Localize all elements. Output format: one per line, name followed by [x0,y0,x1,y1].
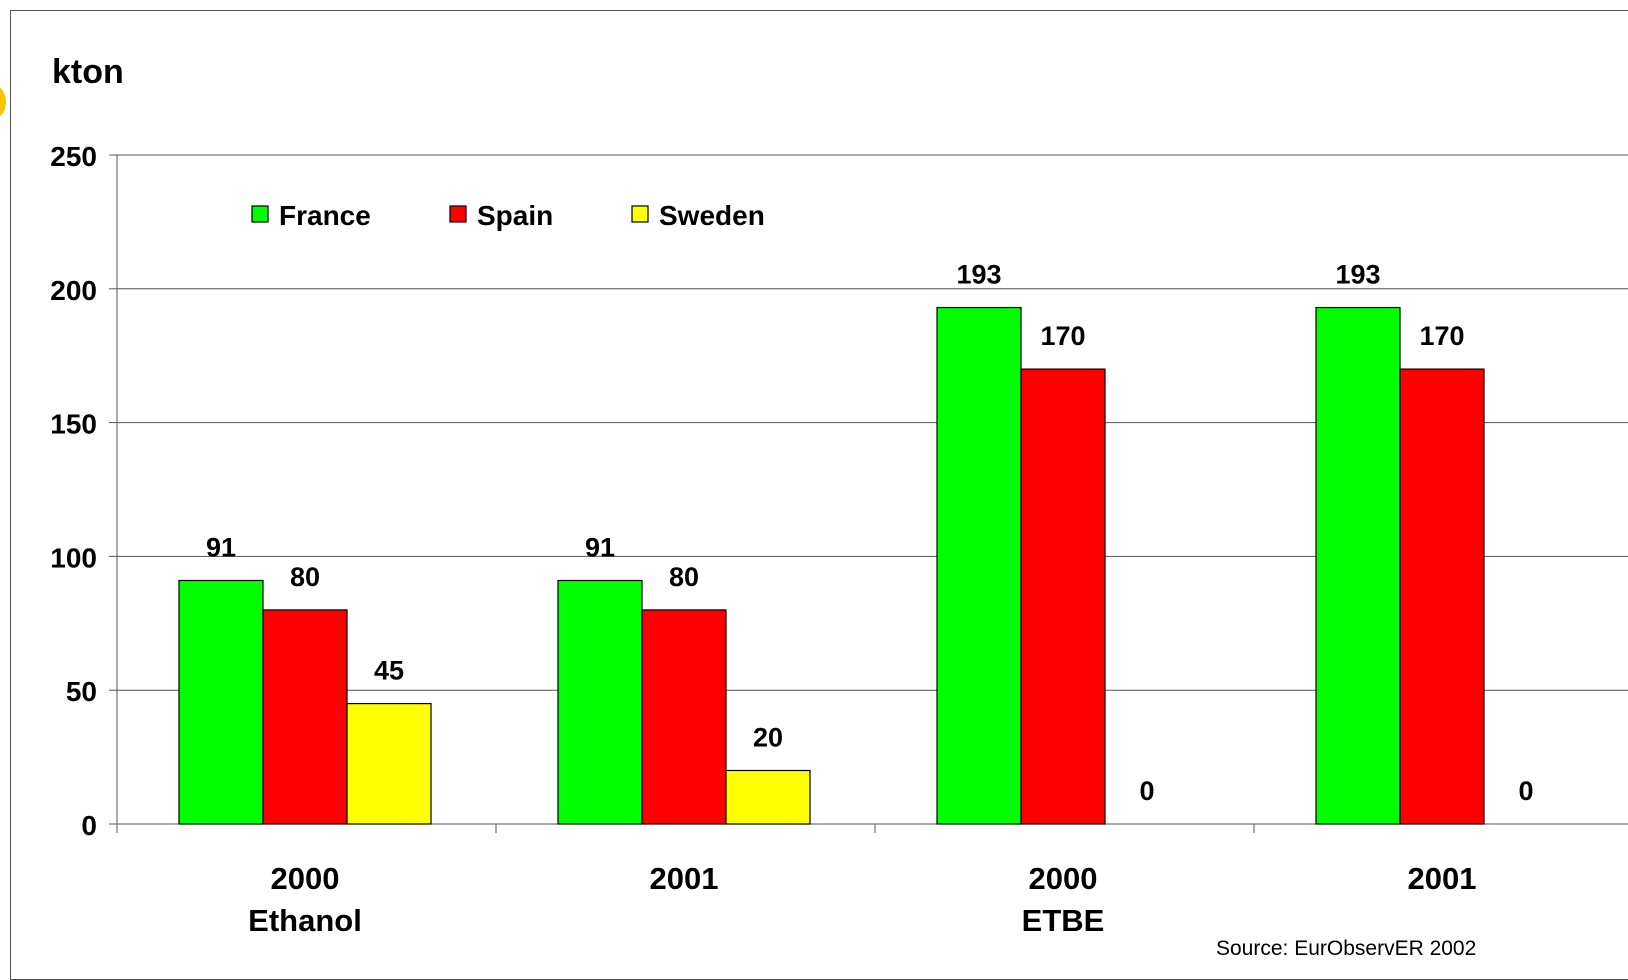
y-tick-label: 100 [50,542,97,573]
bar-france [557,579,643,825]
data-label: 80 [290,562,320,592]
y-axis-label: kton [52,53,124,91]
y-tick-label: 50 [66,676,97,707]
legend-label: Sweden [659,200,765,231]
x-tick-label-year: 2000 [1029,861,1098,896]
bar-sweden [346,702,432,825]
data-labels: 91 91 193 193 80 80 170 170 45 20 0 0 [206,260,1534,806]
data-label: 193 [956,260,1001,290]
data-label: 45 [374,656,404,686]
bar-spain [1399,368,1485,825]
legend-swatch-sweden [631,205,649,223]
x-tick-label-year: 2000 [271,861,340,896]
accent-circle-decoration [0,85,6,119]
x-tick-label-year: 2001 [650,861,719,896]
x-tick-label-product: ETBE [1022,903,1105,938]
data-label: 0 [1518,776,1533,806]
x-tick-label-year: 2001 [1408,861,1477,896]
data-label: 91 [206,532,236,562]
bar-sweden [725,769,811,825]
legend-swatch-france [251,205,269,223]
data-label: 20 [753,722,783,752]
y-tick-label: 200 [50,275,97,306]
legend: France Spain Sweden [251,200,765,231]
y-tick-label: 250 [50,141,97,172]
legend-label: Spain [477,200,553,231]
data-label: 170 [1040,321,1085,351]
bar-france [1315,306,1401,825]
legend-swatch-spain [449,205,467,223]
data-label: 80 [669,562,699,592]
data-label: 0 [1139,776,1154,806]
bar-spain [1020,368,1106,825]
bar-france [178,579,264,825]
bars [178,306,1485,825]
source-note: Source: EurObservER 2002 [1216,937,1476,960]
y-tick-label: 150 [50,409,97,440]
legend-label: France [279,200,371,231]
bar-france [936,306,1022,825]
data-label: 193 [1335,260,1380,290]
y-tick-label: 0 [81,810,97,841]
data-label: 91 [585,532,615,562]
x-tick-label-product: Ethanol [248,903,362,938]
data-label: 170 [1419,321,1464,351]
bar-spain [262,609,348,825]
bar-spain [641,609,727,825]
